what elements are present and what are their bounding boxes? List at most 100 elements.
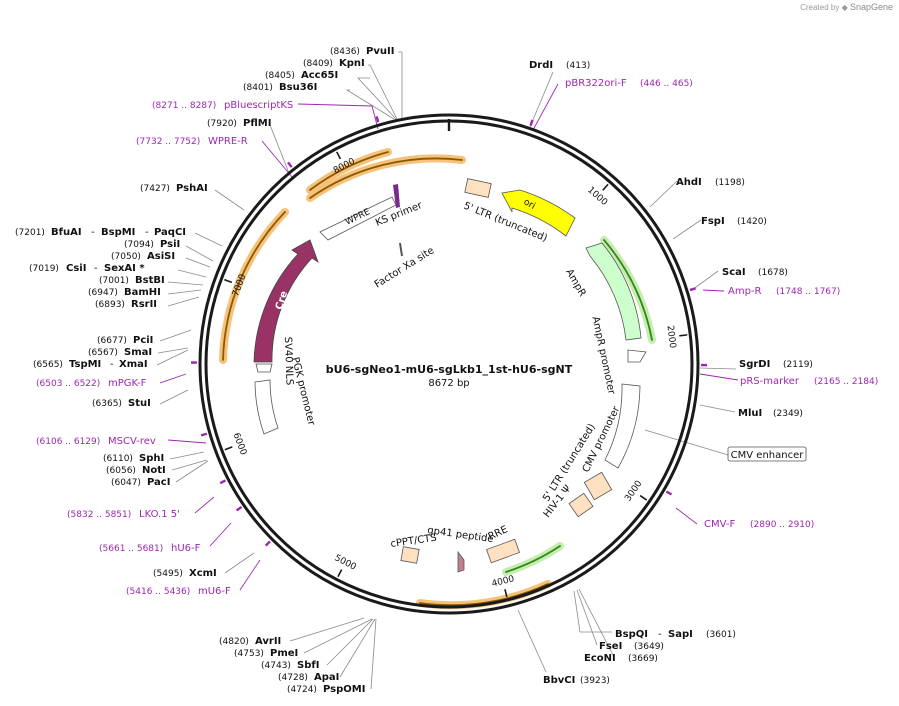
enzyme-pos-psii: (7094) (124, 240, 154, 250)
enzyme-sgrdi: SgrDI (739, 359, 770, 370)
enzyme-sep-4: - (110, 359, 114, 370)
feature-label-factor-xa: Factor Xa site (373, 245, 437, 290)
enzyme-pos-sphi: (6110) (103, 454, 133, 464)
enzyme-xcmi: XcmI (189, 568, 217, 579)
label-leader-lines (156, 51, 737, 690)
primer-range-amp-r: (1748 .. 1767) (776, 287, 840, 297)
enzyme-pos-econi: (3669) (628, 654, 658, 664)
ruler-label: 6000 (231, 432, 249, 457)
cmv-enhancer-box (727, 446, 807, 462)
enzyme-pos-pshai: (7427) (140, 184, 170, 194)
enzyme-pos-csii: (7019) (29, 264, 59, 274)
feature-label-cppt: cPPT/CTS (390, 533, 438, 550)
enzyme-pos-pcii: (6677) (97, 336, 127, 346)
enzyme-pos-bbvci: (3923) (580, 676, 610, 686)
enzyme-drdi: DrdI (529, 60, 553, 71)
enzyme-sep-1: - (91, 227, 95, 238)
enzyme-csii: CsiI (66, 263, 86, 274)
enzyme-bsu36i: Bsu36I (279, 82, 317, 93)
ruler-label: 2000 (664, 325, 677, 349)
enzyme-sep-3: - (94, 263, 98, 274)
enzyme-acc65i: Acc65I (301, 70, 338, 81)
enzyme-pos-pmei: (4753) (234, 649, 264, 659)
primer-mpgk-f: mPGK-F (108, 378, 147, 389)
primer-range-pbluescriptks: (8271 .. 8287) (152, 101, 216, 111)
enzyme-fsei: FseI (599, 641, 622, 652)
enzyme-pvuii: PvuII (366, 46, 394, 57)
enzyme-pos-tspmi: (6565) (33, 360, 63, 370)
enzyme-noti: NotI (142, 465, 166, 476)
feature-label-ampr: AmpR (563, 267, 587, 298)
enzyme-avrii: AvrII (255, 636, 281, 647)
enzyme-paqci: PaqCI (154, 227, 186, 238)
feature-label-ampr-promoter: AmpR promoter (589, 315, 616, 396)
enzyme-pos-kpni: (8409) (303, 59, 333, 69)
enzyme-pos-pvuii: (8436) (330, 47, 360, 57)
enzyme-fspi: FspI (701, 216, 725, 227)
ruler-tick (337, 569, 343, 578)
enzyme-sep-5: - (658, 629, 662, 640)
primer-marker (665, 490, 673, 496)
enzyme-pos-sapi: (3601) (706, 630, 736, 640)
enzyme-pos-ahdi: (1198) (715, 178, 745, 188)
enzyme-pos-sbfi: (4743) (261, 661, 291, 671)
ruler-tick (224, 446, 233, 451)
enzyme-pmei: PmeI (270, 648, 298, 659)
enzyme-pflmi: PflMI (243, 118, 271, 129)
primer-marker (529, 119, 534, 126)
primer-pbluescriptks: pBluescriptKS (224, 100, 293, 111)
plasmid-name: bU6-sgNeo1-mU6-sgLkb1_1st-hU6-sgNT (326, 363, 573, 376)
enzyme-pos-paci: (6047) (111, 478, 141, 488)
enzyme-pspomi: PspOMI (323, 684, 365, 695)
enzyme-stui: StuI (128, 398, 151, 409)
feature-drawings (219, 148, 656, 610)
enzyme-pos-bsu36i: (8401) (243, 83, 273, 93)
snapgene-logo-icon: ◆ (841, 3, 848, 12)
enzyme-pos-drdi: (413) (566, 61, 590, 71)
enzyme-pos-sgrdi: (2119) (783, 360, 813, 370)
primer-pbr322ori-f: pBR322ori-F (565, 78, 627, 89)
ruler-label: 4000 (491, 574, 516, 589)
primer-range-mu6-f: (5416 .. 5436) (126, 587, 190, 597)
enzyme-sexai: SexAI * (104, 263, 145, 274)
primer-marker (219, 479, 227, 485)
enzyme-sep-2: - (145, 227, 149, 238)
enzyme-pos-pspomi: (4724) (287, 685, 317, 695)
primer-marker (235, 506, 243, 512)
primer-range-hu6-f: (5661 .. 5681) (99, 544, 163, 554)
enzyme-psii: PsiI (160, 239, 180, 250)
enzyme-bspqi: BspQI (615, 629, 648, 640)
primer-marker (689, 287, 696, 292)
primer-marker (287, 161, 293, 168)
feature-label-pgk-promoter: PGK promoter (289, 356, 317, 427)
primer-mu6-f: mU6-F (198, 586, 231, 597)
enzyme-bbvci: BbvCI (543, 675, 575, 686)
primer-amp-r: Amp-R (728, 286, 762, 297)
enzyme-scai: ScaI (722, 267, 746, 278)
backbone-outer (198, 113, 700, 615)
enzyme-tspmi: TspMI (69, 359, 101, 370)
primer-wpre-r: WPRE-R (208, 136, 248, 147)
enzyme-pos-apai: (4728) (278, 673, 308, 683)
plasmid-length: 8672 bp (428, 378, 469, 389)
enzyme-smai: SmaI (124, 347, 152, 358)
enzyme-mlui: MluI (738, 408, 762, 419)
primer-range-mscv-rev: (6106 .. 6129) (36, 437, 100, 447)
enzyme-rsrii: RsrII (131, 299, 157, 310)
enzyme-pos-xcmi: (5495) (153, 569, 183, 579)
ruler-tick (224, 278, 233, 284)
enzyme-pshai: PshAI (176, 183, 208, 194)
primer-ticks (190, 116, 708, 547)
primer-lko1: LKO.1 5' (139, 509, 180, 520)
enzyme-pos-rsrii: (6893) (95, 300, 125, 310)
enzyme-pos-avrii: (4820) (219, 637, 249, 647)
enzyme-pos-bstbi: (7001) (99, 276, 129, 286)
ruler-tick (679, 334, 688, 337)
ruler-tick (602, 183, 609, 191)
enzyme-sphi: SphI (139, 453, 164, 464)
enzyme-bamhi: BamHI (124, 287, 161, 298)
enzyme-pos-scai: (1678) (758, 268, 788, 278)
primer-marker (375, 116, 380, 123)
ruler-label: 5000 (333, 553, 358, 573)
ruler-tick (504, 588, 508, 598)
